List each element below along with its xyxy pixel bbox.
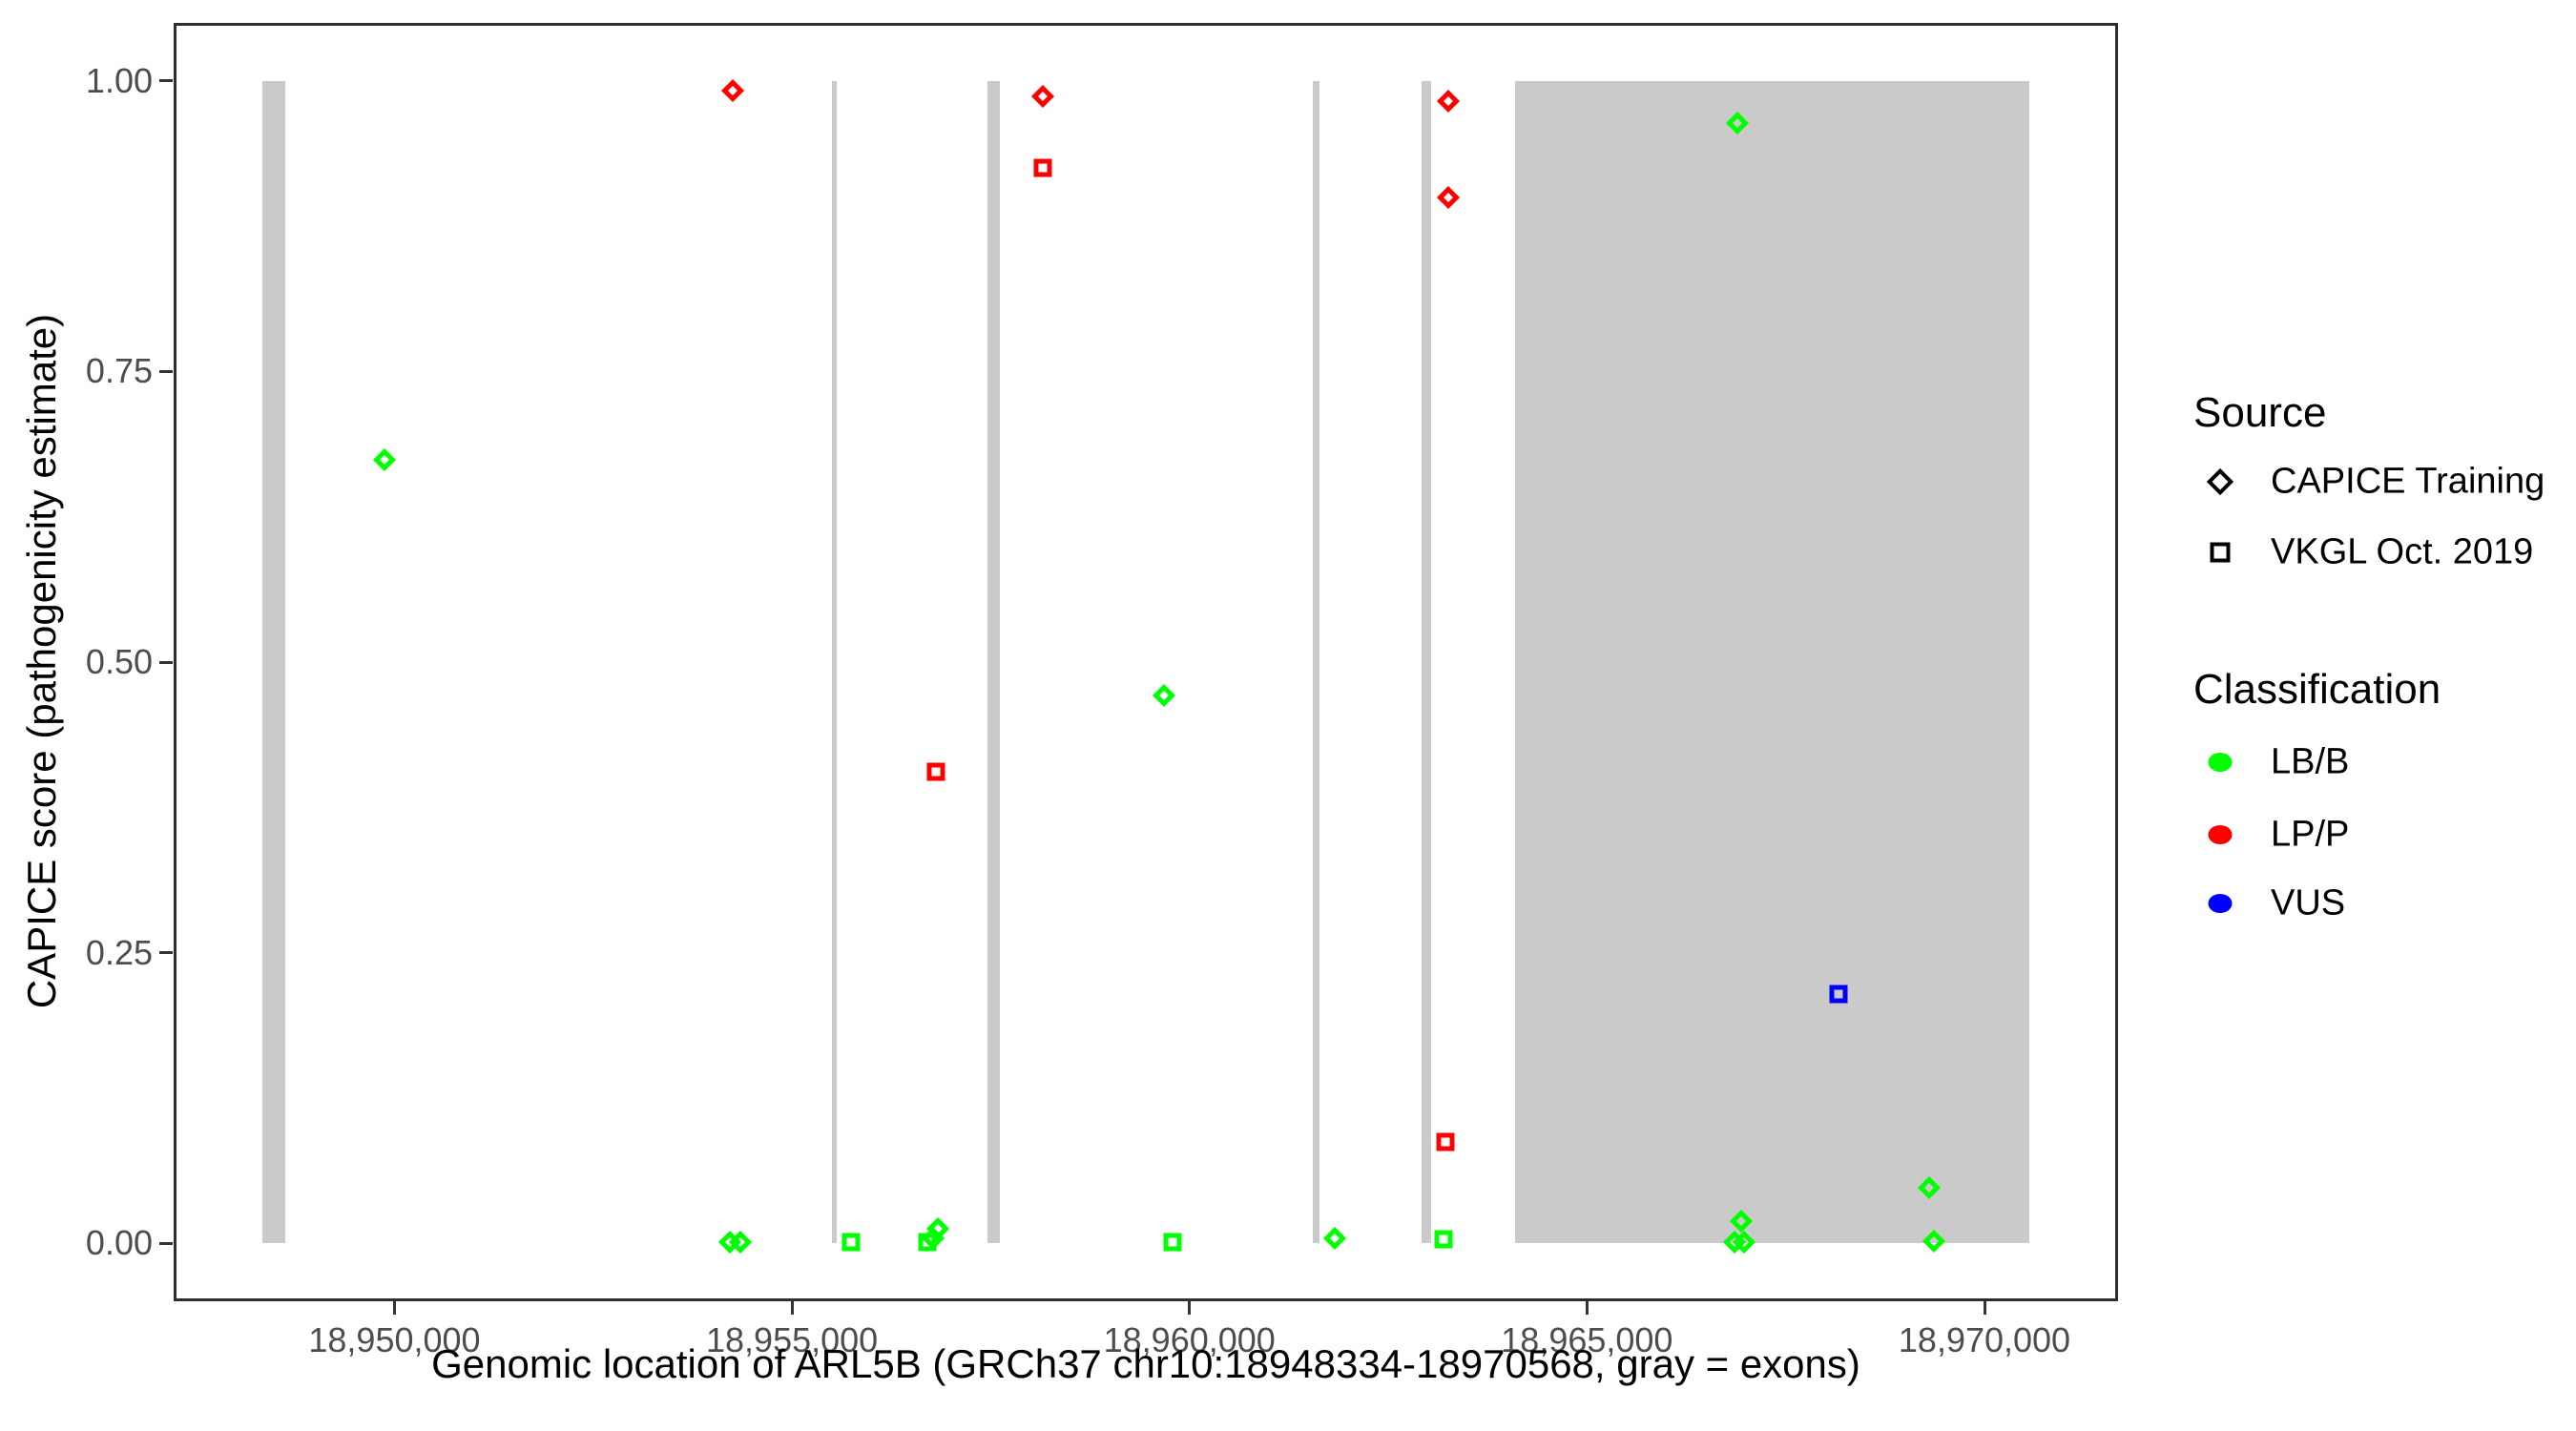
data-point-square bbox=[1434, 1230, 1453, 1249]
data-point-square bbox=[1829, 985, 1848, 1004]
x-axis-title: Genomic location of ARL5B (GRCh37 chr10:… bbox=[431, 1341, 1860, 1386]
legend-item-label: VKGL Oct. 2019 bbox=[2271, 531, 2534, 572]
x-tick-mark bbox=[1188, 1301, 1192, 1315]
x-tick-label: 18,965,000 bbox=[1501, 1320, 1673, 1359]
plot-panel bbox=[174, 23, 2118, 1301]
color-dot-icon bbox=[2208, 894, 2233, 913]
exon-region bbox=[1515, 80, 2030, 1244]
y-tick-mark bbox=[159, 660, 173, 664]
y-tick-mark bbox=[159, 1241, 173, 1245]
x-tick-label: 18,950,000 bbox=[308, 1320, 481, 1359]
legend-source-title: Source bbox=[2193, 389, 2327, 436]
data-point-diamond bbox=[721, 78, 745, 102]
y-tick-mark bbox=[159, 79, 173, 83]
data-point-diamond bbox=[1153, 684, 1176, 708]
x-tick-label: 18,955,000 bbox=[706, 1320, 879, 1359]
legend-classification-title: Classification bbox=[2193, 666, 2441, 713]
legend-item-label: VUS bbox=[2271, 882, 2346, 923]
data-point-square bbox=[926, 762, 945, 780]
x-tick-label: 18,970,000 bbox=[1898, 1320, 2071, 1359]
x-tick-mark bbox=[1585, 1301, 1589, 1315]
data-point-diamond bbox=[1030, 84, 1054, 108]
color-dot-icon bbox=[2208, 825, 2233, 844]
data-point-diamond bbox=[1322, 1227, 1346, 1251]
y-tick-mark bbox=[159, 369, 173, 373]
legend: Source CAPICE Training VKGL Oct. 2019 Cla… bbox=[2193, 0, 2575, 1431]
y-tick-mark bbox=[159, 951, 173, 955]
exon-region bbox=[987, 80, 1000, 1244]
x-tick-label: 18,960,000 bbox=[1103, 1320, 1276, 1359]
x-tick-mark bbox=[790, 1301, 794, 1315]
exon-region bbox=[261, 80, 285, 1244]
x-tick-mark bbox=[1983, 1301, 1986, 1315]
y-tick-label: 1.00 bbox=[85, 60, 153, 100]
data-point-diamond bbox=[1436, 185, 1460, 209]
data-point-diamond bbox=[373, 448, 397, 472]
x-tick-mark bbox=[392, 1301, 396, 1315]
data-point-square bbox=[841, 1233, 861, 1252]
data-point-square bbox=[1033, 158, 1052, 177]
data-point-square bbox=[1163, 1233, 1182, 1252]
y-tick-label: 0.50 bbox=[85, 642, 153, 681]
legend-item-label: LP/P bbox=[2271, 814, 2350, 855]
legend-item-label: CAPICE Training bbox=[2271, 461, 2545, 502]
y-tick-label: 0.25 bbox=[85, 932, 153, 972]
y-axis-title: CAPICE score (pathogenicity estimate) bbox=[19, 313, 64, 1009]
legend-item-label: LB/B bbox=[2271, 741, 2350, 782]
data-point-square bbox=[1436, 1132, 1455, 1151]
square-icon bbox=[2210, 542, 2231, 563]
y-tick-label: 0.75 bbox=[85, 351, 153, 391]
diamond-icon bbox=[2206, 467, 2234, 496]
color-dot-icon bbox=[2208, 753, 2233, 772]
data-point-square bbox=[918, 1233, 937, 1252]
exon-region bbox=[831, 80, 837, 1244]
y-tick-label: 0.00 bbox=[85, 1223, 153, 1263]
exon-region bbox=[1421, 80, 1432, 1244]
exon-region bbox=[1312, 80, 1319, 1244]
data-point-diamond bbox=[1436, 89, 1460, 113]
